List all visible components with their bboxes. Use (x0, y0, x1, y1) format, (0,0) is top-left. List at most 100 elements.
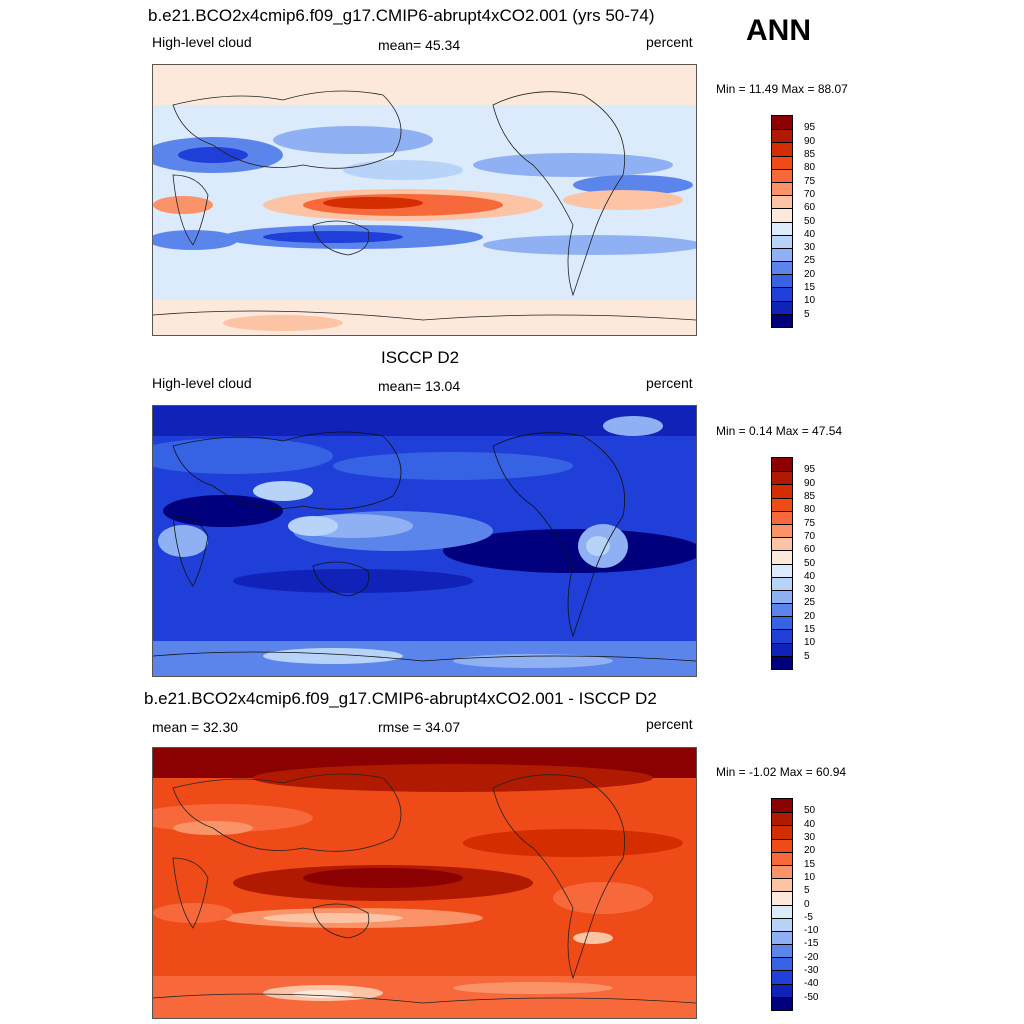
colorbar-tick-label: 30 (804, 584, 816, 596)
colorbar-tick-label: 40 (804, 228, 816, 240)
colorbar-swatch (772, 904, 792, 918)
colorbar-tick-label: 70 (804, 188, 816, 200)
colorbar-swatch (772, 195, 792, 209)
panel-1-map-field (153, 65, 696, 335)
colorbar-swatch (772, 996, 792, 1010)
colorbar-swatch (772, 168, 792, 182)
colorbar-tick-label: 40 (804, 818, 816, 830)
panel-1-minmax: Min = 11.49 Max = 88.07 (716, 82, 848, 96)
colorbar-swatch (772, 287, 792, 301)
colorbar-swatch (772, 313, 792, 327)
season-label: ANN (746, 14, 811, 47)
colorbar-tick-label: 15 (804, 858, 816, 870)
colorbar-tick-label: 70 (804, 530, 816, 542)
colorbar-swatch (772, 129, 792, 143)
colorbar-tick-label: -20 (804, 951, 819, 963)
panel-3-map-field (153, 748, 696, 1018)
panel-2-title: ISCCP D2 (381, 348, 460, 367)
colorbar-swatch (772, 983, 792, 997)
colorbar-swatch (772, 247, 792, 262)
panel-3-map (152, 747, 697, 1019)
colorbar-swatch (772, 221, 792, 235)
colorbar-tick-label: 95 (804, 464, 816, 476)
colorbar-tick-label: 5 (804, 650, 810, 662)
colorbar-tick-label: 20 (804, 845, 816, 857)
colorbar-swatch (772, 838, 792, 852)
colorbar-tick-label: 5 (804, 308, 810, 320)
colorbar-swatch (772, 497, 792, 511)
colorbar-tick-label: 50 (804, 805, 816, 817)
colorbar-swatch (772, 970, 792, 984)
colorbar-swatch (772, 655, 792, 669)
panel-3-title: b.e21.BCO2x4cmip6.f09_g17.CMIP6-abrupt4x… (144, 689, 657, 708)
panel-1-mean-label: mean= 45.34 (378, 37, 461, 53)
colorbar-tick-label: 10 (804, 871, 816, 883)
colorbar-swatch (772, 642, 792, 656)
colorbar-tick-label: 75 (804, 175, 816, 187)
colorbar-tick-label: -5 (804, 911, 813, 923)
colorbar-swatch (772, 878, 792, 892)
colorbar-swatch (772, 864, 792, 879)
panel-2-map (152, 405, 697, 677)
panel-2-units-label: percent (646, 375, 693, 391)
colorbar-tick-label: 80 (804, 504, 816, 516)
colorbar-swatch (772, 458, 792, 472)
colorbar-swatch (772, 471, 792, 485)
panel-2-map-field (153, 406, 696, 676)
panel-1-variable-label: High-level cloud (152, 34, 252, 50)
panel-3-colorbar (771, 798, 793, 1011)
colorbar-tick-label: 80 (804, 162, 816, 174)
colorbar-swatch (772, 589, 792, 604)
colorbar-swatch (772, 917, 792, 931)
colorbar-swatch (772, 484, 792, 498)
colorbar-tick-label: 15 (804, 282, 816, 294)
colorbar-swatch (772, 603, 792, 617)
colorbar-swatch (772, 563, 792, 577)
colorbar-swatch (772, 550, 792, 564)
colorbar-tick-label: 10 (804, 637, 816, 649)
colorbar-tick-label: 20 (804, 268, 816, 280)
colorbar-swatch (772, 576, 792, 590)
colorbar-tick-label: 50 (804, 557, 816, 569)
colorbar-swatch (772, 825, 792, 839)
colorbar-tick-label: 50 (804, 215, 816, 227)
colorbar-tick-label: 15 (804, 624, 816, 636)
colorbar-tick-label: 75 (804, 517, 816, 529)
colorbar-swatch (772, 181, 792, 196)
colorbar-tick-label: 90 (804, 477, 816, 489)
colorbar-swatch (772, 944, 792, 958)
colorbar-tick-label: -10 (804, 925, 819, 937)
panel-3-rmse-label: rmse = 34.07 (378, 719, 461, 735)
colorbar-tick-label: -30 (804, 965, 819, 977)
colorbar-tick-label: 25 (804, 255, 816, 267)
colorbar-swatch (772, 208, 792, 222)
colorbar-tick-label: -15 (804, 938, 819, 950)
colorbar-tick-label: 40 (804, 570, 816, 582)
colorbar-tick-label: 30 (804, 242, 816, 254)
colorbar-swatch (772, 234, 792, 248)
colorbar-swatch (772, 957, 792, 971)
panel-3-units-label: percent (646, 716, 693, 732)
colorbar-tick-label: 30 (804, 831, 816, 843)
colorbar-swatch (772, 930, 792, 945)
colorbar-swatch (772, 300, 792, 314)
colorbar-swatch (772, 799, 792, 813)
panel-3-mean-label: mean = 32.30 (152, 719, 239, 735)
colorbar-swatch (772, 116, 792, 130)
colorbar-swatch (772, 142, 792, 156)
colorbar-tick-label: 10 (804, 295, 816, 307)
panel-2-colorbar (771, 457, 793, 670)
colorbar-swatch (772, 261, 792, 275)
colorbar-tick-label: 85 (804, 490, 816, 502)
colorbar-swatch (772, 616, 792, 630)
colorbar-swatch (772, 523, 792, 538)
colorbar-swatch (772, 851, 792, 865)
colorbar-tick-label: 25 (804, 597, 816, 609)
colorbar-tick-label: -50 (804, 991, 819, 1003)
panel-2-mean-label: mean= 13.04 (378, 378, 461, 394)
panel-1-title: b.e21.BCO2x4cmip6.f09_g17.CMIP6-abrupt4x… (148, 6, 655, 25)
colorbar-swatch (772, 812, 792, 826)
colorbar-tick-label: 20 (804, 610, 816, 622)
colorbar-tick-label: 0 (804, 898, 810, 910)
colorbar-swatch (772, 891, 792, 905)
